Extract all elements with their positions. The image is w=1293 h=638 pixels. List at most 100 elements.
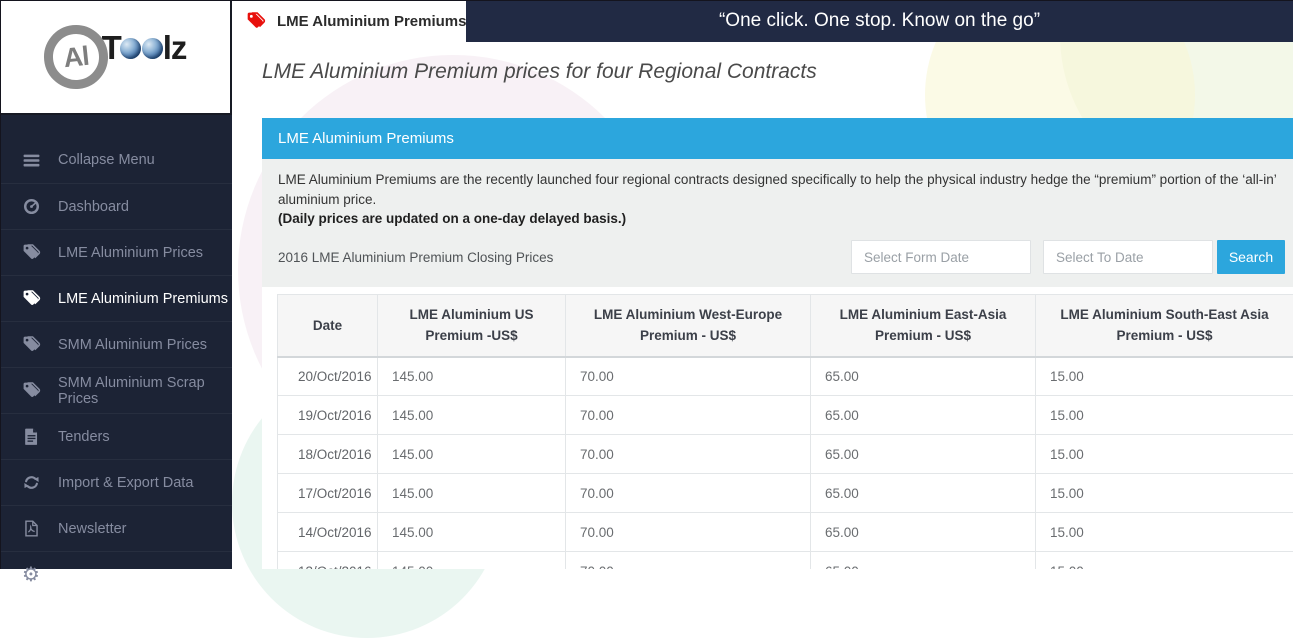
price-cell: 145.00 (378, 474, 566, 513)
column-header: LME Aluminium South-East Asia Premium - … (1036, 295, 1293, 357)
bars-icon (21, 150, 41, 170)
price-cell: 70.00 (566, 435, 811, 474)
logo-lz-text: lz (163, 29, 187, 67)
column-header: Date (278, 295, 378, 357)
price-cell: 15.00 (1036, 396, 1293, 435)
column-header: LME Aluminium West-Europe Premium - US$ (566, 295, 811, 357)
sidebar-item-label: Dashboard (58, 199, 129, 215)
price-cell: 65.00 (811, 357, 1036, 396)
tags-icon (21, 335, 41, 355)
price-cell: 15.00 (1036, 357, 1293, 396)
closing-prices-caption: 2016 LME Aluminium Premium Closing Price… (278, 250, 851, 265)
filter-row: 2016 LME Aluminium Premium Closing Price… (278, 240, 1285, 274)
search-button[interactable]: Search (1217, 240, 1285, 274)
panel-note: (Daily prices are updated on a one-day d… (278, 209, 1285, 229)
sidebar-item-label: Tenders (58, 429, 110, 445)
tags-icon (21, 289, 41, 309)
sidebar-item-newsletter[interactable]: Newsletter (0, 505, 232, 551)
sidebar-item-smm-aluminium-scrap-prices[interactable]: SMM Aluminium Scrap Prices (0, 367, 232, 413)
sidebar-menu: Collapse Menu Dashboard LME Aluminium Pric… (0, 115, 232, 597)
date-cell: 20/Oct/2016 (278, 357, 378, 396)
refresh-icon (21, 473, 41, 493)
file-text-icon (21, 427, 41, 447)
logo-al-text: Al (62, 40, 90, 73)
price-cell: 65.00 (811, 552, 1036, 569)
panel-description: LME Aluminium Premiums are the recently … (278, 170, 1285, 209)
price-cell: 70.00 (566, 552, 811, 569)
panel-title: LME Aluminium Premiums (262, 118, 1293, 159)
sidebar-item-dashboard[interactable]: Dashboard (0, 183, 232, 229)
price-cell: 145.00 (378, 435, 566, 474)
column-header: LME Aluminium East-Asia Premium - US$ (811, 295, 1036, 357)
sidebar-item-label: SMM Aluminium Scrap Prices (58, 375, 232, 407)
price-cell: 65.00 (811, 435, 1036, 474)
sidebar-item-lme-aluminium-premiums[interactable]: LME Aluminium Premiums (0, 275, 232, 321)
price-cell: 145.00 (378, 396, 566, 435)
window-edge-left (0, 0, 1, 569)
sidebar-item-lme-aluminium-prices[interactable]: LME Aluminium Prices (0, 229, 232, 275)
sidebar-item-label: Collapse Menu (58, 152, 155, 168)
sidebar-item-label: SMM Aluminium Prices (58, 337, 207, 353)
price-cell: 65.00 (811, 474, 1036, 513)
date-cell: 13/Oct/2016 (278, 552, 378, 569)
price-cell: 15.00 (1036, 552, 1293, 569)
page-title: LME Aluminium Premium prices for four Re… (262, 60, 1293, 84)
from-date-input[interactable] (851, 240, 1031, 274)
sidebar: Al T lz Collapse Menu Dashboard LME Alumin… (0, 0, 232, 569)
tab-lme-aluminium-premiums[interactable]: LME Aluminium Premiums (232, 0, 466, 42)
to-date-input[interactable] (1043, 240, 1213, 274)
price-cell: 70.00 (566, 513, 811, 552)
sidebar-item-gear[interactable]: ⚙ (0, 551, 232, 597)
price-cell: 70.00 (566, 474, 811, 513)
dashboard-icon (21, 197, 41, 217)
sidebar-item-smm-aluminium-prices[interactable]: SMM Aluminium Prices (0, 321, 232, 367)
sidebar-item-label: LME Aluminium Prices (58, 245, 203, 261)
main-content: LME Aluminium Premium prices for four Re… (232, 42, 1293, 569)
globe-icon (142, 38, 163, 59)
date-cell: 17/Oct/2016 (278, 474, 378, 513)
window-edge-top (0, 0, 1293, 1)
sidebar-item-collapse-menu[interactable]: Collapse Menu (0, 137, 232, 183)
date-cell: 19/Oct/2016 (278, 396, 378, 435)
topbar-quote: “One click. One stop. Know on the go” (466, 0, 1293, 42)
sidebar-item-label: Import & Export Data (58, 475, 193, 491)
panel-body: LME Aluminium Premiums are the recently … (262, 159, 1293, 287)
file-pdf-icon (21, 519, 41, 539)
tags-icon (21, 381, 41, 401)
price-cell: 15.00 (1036, 474, 1293, 513)
price-cell: 70.00 (566, 396, 811, 435)
date-cell: 14/Oct/2016 (278, 513, 378, 552)
price-cell: 15.00 (1036, 435, 1293, 474)
price-cell: 145.00 (378, 357, 566, 396)
price-cell: 70.00 (566, 357, 811, 396)
logo-al-circle: Al (40, 21, 110, 91)
sidebar-item-tenders[interactable]: Tenders (0, 413, 232, 459)
price-cell: 15.00 (1036, 513, 1293, 552)
lme-premiums-panel: LME Aluminium Premiums LME Aluminium Pre… (262, 118, 1293, 569)
globe-icon (120, 38, 141, 59)
sidebar-item-label: Newsletter (58, 521, 127, 537)
gear-icon: ⚙ (21, 565, 41, 585)
tags-icon (21, 243, 41, 263)
red-tag-icon (246, 11, 266, 31)
app-logo[interactable]: Al T lz (0, 0, 232, 115)
price-cell: 65.00 (811, 396, 1036, 435)
price-cell: 145.00 (378, 552, 566, 569)
sidebar-item-import-and-export-data[interactable]: Import & Export Data (0, 459, 232, 505)
date-cell: 18/Oct/2016 (278, 435, 378, 474)
column-header: LME Aluminium US Premium -US$ (378, 295, 566, 357)
price-cell: 145.00 (378, 513, 566, 552)
price-cell: 65.00 (811, 513, 1036, 552)
tab-label: LME Aluminium Premiums (277, 13, 466, 30)
sidebar-item-label: LME Aluminium Premiums (58, 291, 228, 307)
topbar: LME Aluminium Premiums “One click. One s… (232, 0, 1293, 42)
